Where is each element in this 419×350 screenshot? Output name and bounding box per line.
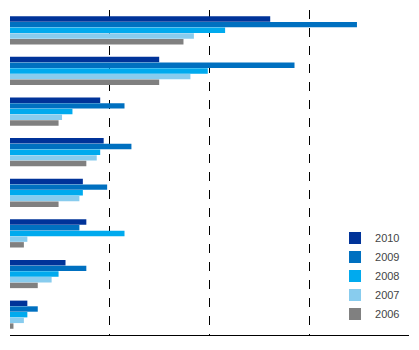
svg-text:2007: 2007 (375, 289, 399, 301)
svg-text:2010: 2010 (375, 232, 399, 244)
svg-text:2006: 2006 (375, 308, 399, 320)
svg-text:2008: 2008 (375, 270, 399, 282)
svg-text:2009: 2009 (375, 251, 399, 263)
